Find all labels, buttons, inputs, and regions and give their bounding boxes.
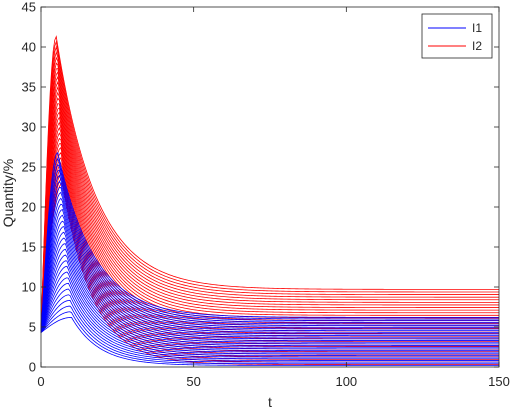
legend-box [421, 13, 493, 59]
i2-curve [40, 50, 499, 333]
i1-curve [40, 231, 499, 341]
x-axis-title: t [268, 394, 272, 409]
i2-curve [40, 71, 499, 333]
x-tick-label: 150 [488, 374, 510, 389]
i1-curve [40, 294, 499, 360]
i1-curve [40, 214, 499, 337]
i1-curve [40, 288, 499, 358]
i1-curve [40, 220, 499, 338]
i1-curve [40, 277, 499, 355]
x-tick-label: 50 [186, 374, 200, 389]
legend: I1 I2 [421, 13, 493, 59]
legend-label-i2: I2 [472, 39, 482, 53]
i1-curve [40, 208, 499, 335]
i2-curve [40, 45, 499, 333]
i2-curve [40, 116, 499, 333]
y-tick-label: 20 [22, 200, 36, 215]
i2-curve [40, 137, 499, 342]
legend-label-i1: I1 [472, 21, 482, 35]
i1-curve [40, 265, 499, 351]
y-axis-title: Quantity/% [0, 159, 16, 227]
i1-curve [40, 311, 499, 365]
i1-curve [40, 305, 499, 363]
i1-curve [40, 151, 499, 333]
i2-curve [40, 75, 499, 333]
i1-curve [40, 203, 499, 333]
plot-area-frame [40, 6, 500, 368]
curves-layer [40, 35, 499, 366]
i2-curve [40, 146, 499, 347]
i1-curve [40, 243, 499, 345]
i1-curve [40, 174, 499, 333]
y-tick-label: 40 [22, 40, 36, 55]
i1-curve [40, 169, 499, 333]
i1-curve [40, 248, 499, 346]
y-tick-label: 30 [22, 120, 36, 135]
i2-curve [40, 156, 499, 353]
y-tick-label: 0 [29, 360, 36, 375]
i1-curve [40, 197, 499, 333]
i2-curve [40, 86, 499, 333]
y-tick-label: 35 [22, 80, 36, 95]
i2-curve [40, 80, 499, 333]
axis-ticks: 0 50 100 150 0 5 10 15 20 25 30 35 40 45 [22, 0, 510, 389]
y-tick-label: 45 [22, 0, 36, 15]
i1-curve [40, 260, 499, 350]
i1-curve [40, 191, 499, 333]
i1-curve [40, 254, 499, 348]
x-tick-label: 100 [335, 374, 357, 389]
i1-curve [40, 271, 499, 353]
i1-curve [40, 187, 499, 333]
i2-curve [40, 172, 499, 360]
y-tick-label: 5 [29, 320, 36, 335]
i2-curve [40, 68, 499, 333]
i1-curve [40, 157, 499, 333]
i1-curve [40, 316, 499, 366]
i1-curve [40, 180, 499, 333]
i2-curve [40, 35, 499, 333]
i1-curve [40, 237, 499, 343]
i2-curve [40, 40, 499, 333]
i1-curve [40, 225, 499, 340]
i1-curve [40, 163, 499, 333]
x-tick-label: 0 [37, 374, 44, 389]
i2-curve [40, 91, 499, 333]
y-tick-label: 10 [22, 280, 36, 295]
i1-curve [40, 299, 499, 361]
i2-curve [40, 102, 499, 333]
i1-curve [40, 282, 499, 356]
i2-curve [40, 62, 499, 333]
y-tick-label: 25 [22, 160, 36, 175]
i2-curve [40, 121, 499, 334]
y-tick-label: 15 [22, 240, 36, 255]
i2-curve [40, 56, 499, 333]
